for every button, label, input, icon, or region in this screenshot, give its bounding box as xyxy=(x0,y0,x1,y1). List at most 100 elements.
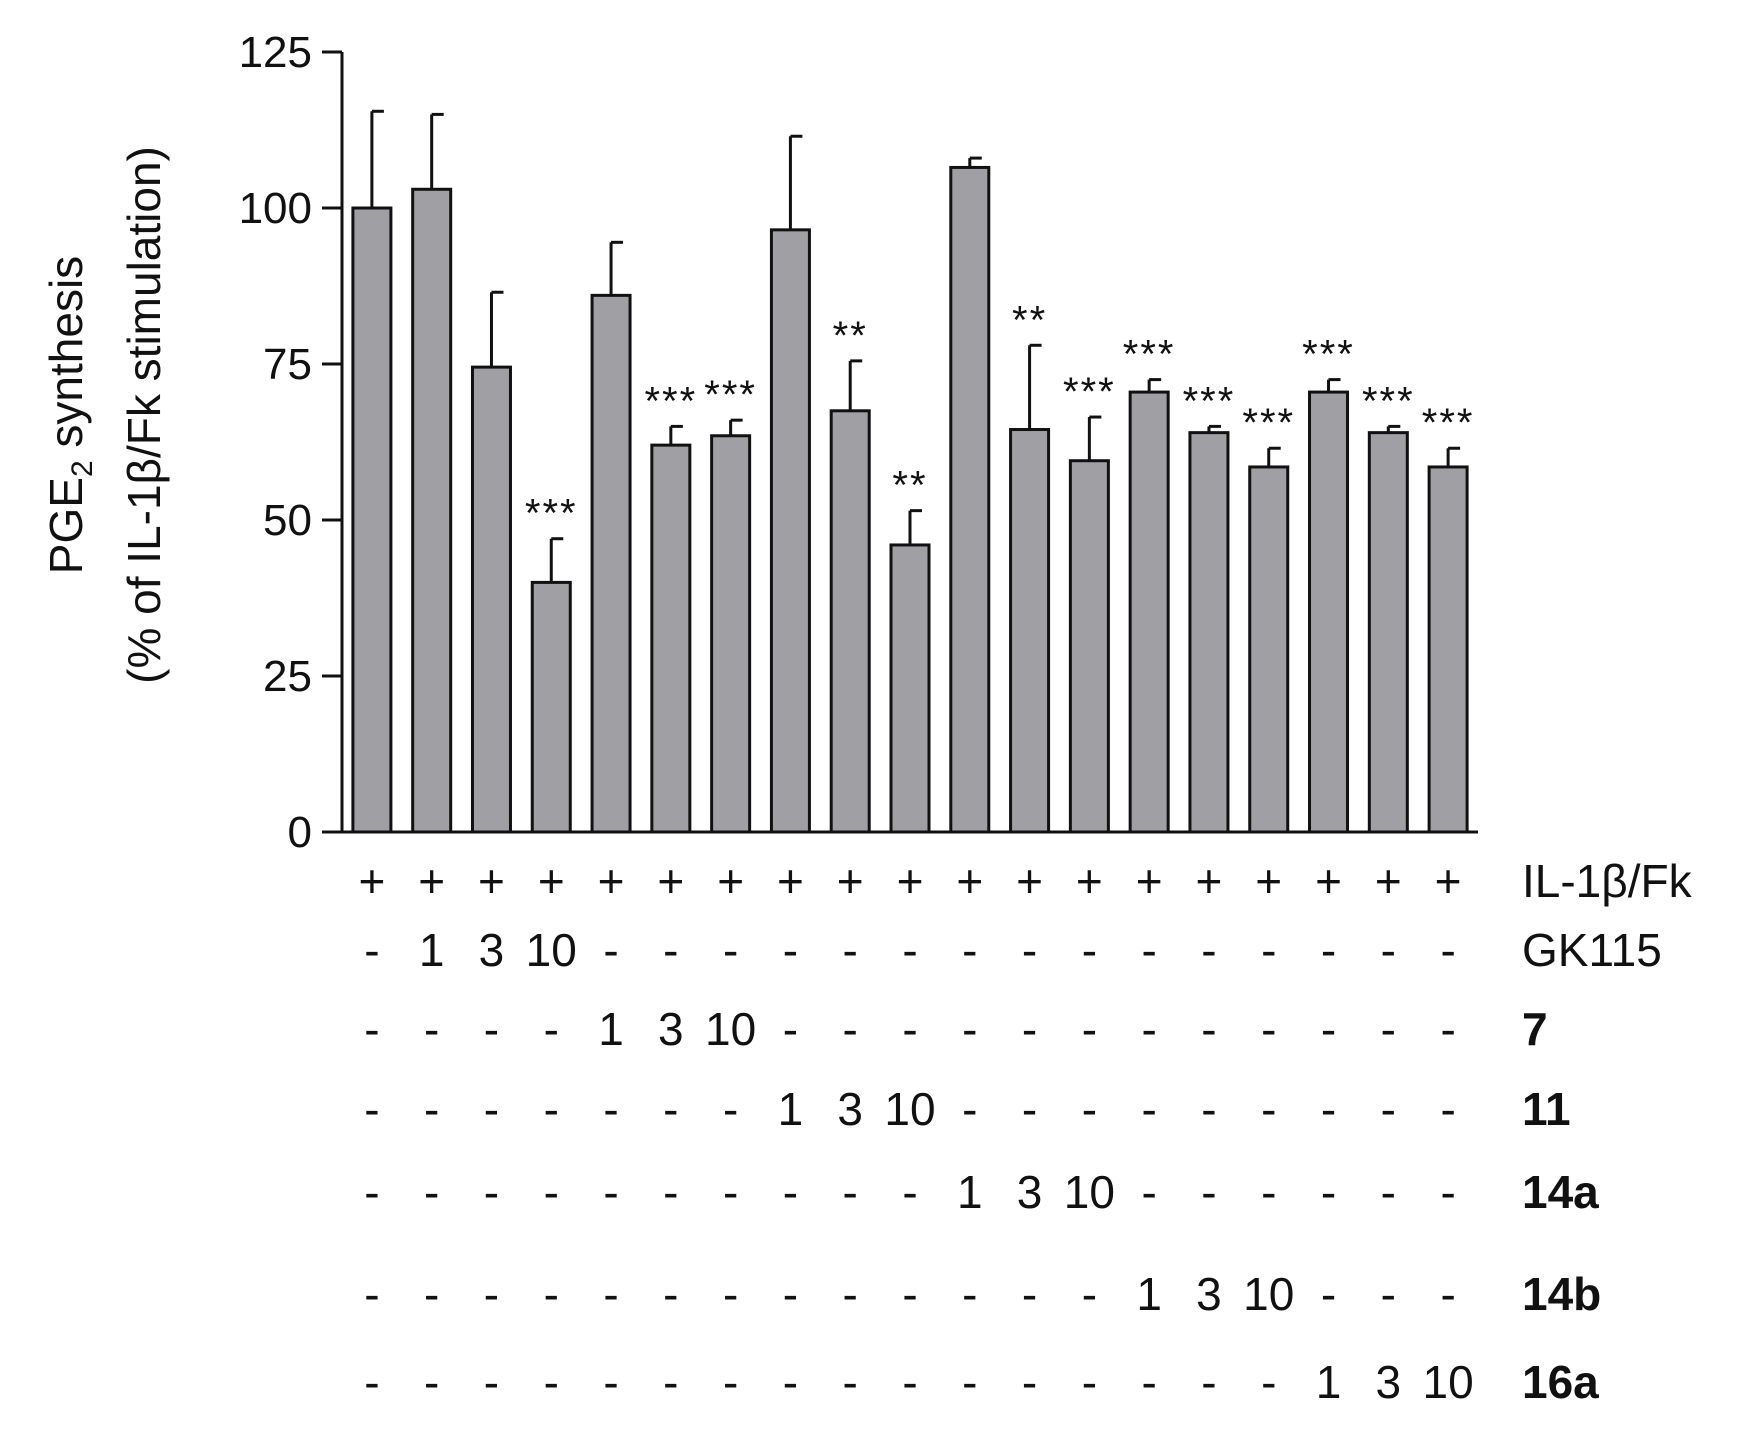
treatment-row-label-1: IL-1β/Fk xyxy=(1522,855,1693,907)
treatment-cell-r3-c4: - xyxy=(544,1003,559,1055)
treatment-cell-r7-c18: 3 xyxy=(1376,1356,1402,1408)
treatment-cell-r1-c15: + xyxy=(1196,855,1223,907)
bar-7 xyxy=(710,434,752,834)
y-tick-label-3: 75 xyxy=(263,340,312,389)
treatment-cell-r3-c8: - xyxy=(783,1003,798,1055)
treatment-cell-r3-c1: - xyxy=(364,1003,379,1055)
treatment-cell-r4-c14: - xyxy=(1141,1083,1156,1135)
treatment-cell-r3-c7: 10 xyxy=(705,1003,756,1055)
bar-6 xyxy=(650,443,692,834)
treatment-cell-r1-c8: + xyxy=(777,855,804,907)
treatment-cell-r2-c4: 10 xyxy=(526,924,577,976)
treatment-cell-r5-c9: - xyxy=(843,1166,858,1218)
treatment-cell-r6-c16: 10 xyxy=(1243,1268,1294,1320)
treatment-cell-r1-c17: + xyxy=(1315,855,1342,907)
treatment-cell-r2-c14: - xyxy=(1141,924,1156,976)
treatment-cell-r1-c16: + xyxy=(1255,855,1282,907)
bar-14 xyxy=(1128,390,1170,834)
treatment-cell-r7-c13: - xyxy=(1082,1356,1097,1408)
treatment-cell-r5-c18: - xyxy=(1381,1166,1396,1218)
treatment-cell-r6-c3: - xyxy=(484,1268,499,1320)
treatment-cell-r1-c13: + xyxy=(1076,855,1103,907)
y-tick-label-4: 100 xyxy=(239,184,312,233)
y-tick-label-0: 0 xyxy=(288,808,312,857)
treatment-cell-r6-c17: - xyxy=(1321,1268,1336,1320)
y-axis: 0 25 50 75 100 125 xyxy=(239,28,344,857)
bar-2 xyxy=(411,187,453,834)
treatment-cell-r6-c8: - xyxy=(783,1268,798,1320)
treatment-cell-r3-c19: - xyxy=(1440,1003,1455,1055)
treatment-row-label-2: GK115 xyxy=(1522,924,1662,976)
treatment-cell-r5-c1: - xyxy=(364,1166,379,1218)
treatment-cell-r6-c6: - xyxy=(663,1268,678,1320)
treatment-cell-r2-c2: 1 xyxy=(419,924,445,976)
treatment-cell-r6-c4: - xyxy=(544,1268,559,1320)
treatment-cell-r1-c10: + xyxy=(897,855,924,907)
significance-group: ****** ****************** ********* *** xyxy=(525,298,1473,535)
treatment-cell-r3-c5: 1 xyxy=(598,1003,624,1055)
treatment-cell-r5-c16: - xyxy=(1261,1166,1276,1218)
treatment-cell-r2-c10: - xyxy=(902,924,917,976)
bar-19 xyxy=(1427,465,1469,834)
treatment-cell-r2-c13: - xyxy=(1082,924,1097,976)
significance-label-14: *** xyxy=(1123,333,1176,377)
y-axis-title-line1: PGE2 synthesis xyxy=(40,256,99,574)
treatment-cell-r5-c17: - xyxy=(1321,1166,1336,1218)
treatment-cell-r4-c17: - xyxy=(1321,1083,1336,1135)
treatment-cell-r6-c18: - xyxy=(1381,1268,1396,1320)
treatment-cell-r2-c19: - xyxy=(1440,924,1455,976)
treatment-cell-r6-c14: 1 xyxy=(1136,1268,1162,1320)
treatment-cell-r4-c19: - xyxy=(1440,1083,1455,1135)
treatment-cell-r4-c2: - xyxy=(424,1083,439,1135)
treatment-cell-r2-c5: - xyxy=(603,924,618,976)
treatment-cell-r3-c17: - xyxy=(1321,1003,1336,1055)
treatment-cell-r4-c1: - xyxy=(364,1083,379,1135)
bar-1 xyxy=(351,206,393,834)
treatment-cell-r4-c5: - xyxy=(603,1083,618,1135)
bar-5 xyxy=(590,293,632,834)
treatment-cell-r7-c7: - xyxy=(723,1356,738,1408)
treatment-row-label-4: 11 xyxy=(1522,1083,1571,1135)
treatment-cell-r1-c9: + xyxy=(837,855,864,907)
treatment-cell-r5-c4: - xyxy=(544,1166,559,1218)
bar-11 xyxy=(949,165,991,834)
treatment-cell-r4-c16: - xyxy=(1261,1083,1276,1135)
treatment-cell-r4-c4: - xyxy=(544,1083,559,1135)
treatment-cell-r3-c16: - xyxy=(1261,1003,1276,1055)
treatment-cell-r2-c7: - xyxy=(723,924,738,976)
significance-label-6: *** xyxy=(644,379,697,423)
treatment-cell-r2-c16: - xyxy=(1261,924,1276,976)
treatment-cell-r2-c17: - xyxy=(1321,924,1336,976)
treatment-cell-r3-c6: 3 xyxy=(658,1003,684,1055)
treatment-row-label-3: 7 xyxy=(1522,1003,1548,1055)
treatment-cell-r1-c18: + xyxy=(1375,855,1402,907)
treatment-cell-r4-c11: - xyxy=(962,1083,977,1135)
treatment-cell-r2-c12: - xyxy=(1022,924,1037,976)
bar-9 xyxy=(829,409,871,834)
treatment-cell-r2-c9: - xyxy=(843,924,858,976)
treatment-cell-r3-c11: - xyxy=(962,1003,977,1055)
significance-label-15: *** xyxy=(1183,379,1236,423)
treatment-cell-r7-c3: - xyxy=(484,1356,499,1408)
treatment-cell-r1-c4: + xyxy=(538,855,565,907)
treatment-cell-r7-c17: 1 xyxy=(1316,1356,1342,1408)
treatment-cell-r5-c2: - xyxy=(424,1166,439,1218)
treatment-cell-r7-c12: - xyxy=(1022,1356,1037,1408)
treatment-cell-r5-c19: - xyxy=(1440,1166,1455,1218)
treatment-cell-r5-c15: - xyxy=(1201,1166,1216,1218)
treatment-cell-r7-c14: - xyxy=(1141,1356,1156,1408)
treatment-cell-r2-c18: - xyxy=(1381,924,1396,976)
treatment-cell-r7-c5: - xyxy=(603,1356,618,1408)
treatment-cell-r6-c19: - xyxy=(1440,1268,1455,1320)
treatment-cell-r7-c11: - xyxy=(962,1356,977,1408)
treatment-cell-r6-c5: - xyxy=(603,1268,618,1320)
y-axis-title-line2: (% of IL-1β/Fk stimulation) xyxy=(118,146,170,684)
bars-group xyxy=(351,165,1469,834)
treatment-cell-r7-c15: - xyxy=(1201,1356,1216,1408)
treatment-cell-r5-c14: - xyxy=(1141,1166,1156,1218)
error-bars-group xyxy=(370,109,1461,583)
treatment-cell-r4-c10: 10 xyxy=(884,1083,935,1135)
significance-label-17: *** xyxy=(1302,333,1355,377)
treatment-cell-r3-c12: - xyxy=(1022,1003,1037,1055)
treatment-cell-r2-c6: - xyxy=(663,924,678,976)
